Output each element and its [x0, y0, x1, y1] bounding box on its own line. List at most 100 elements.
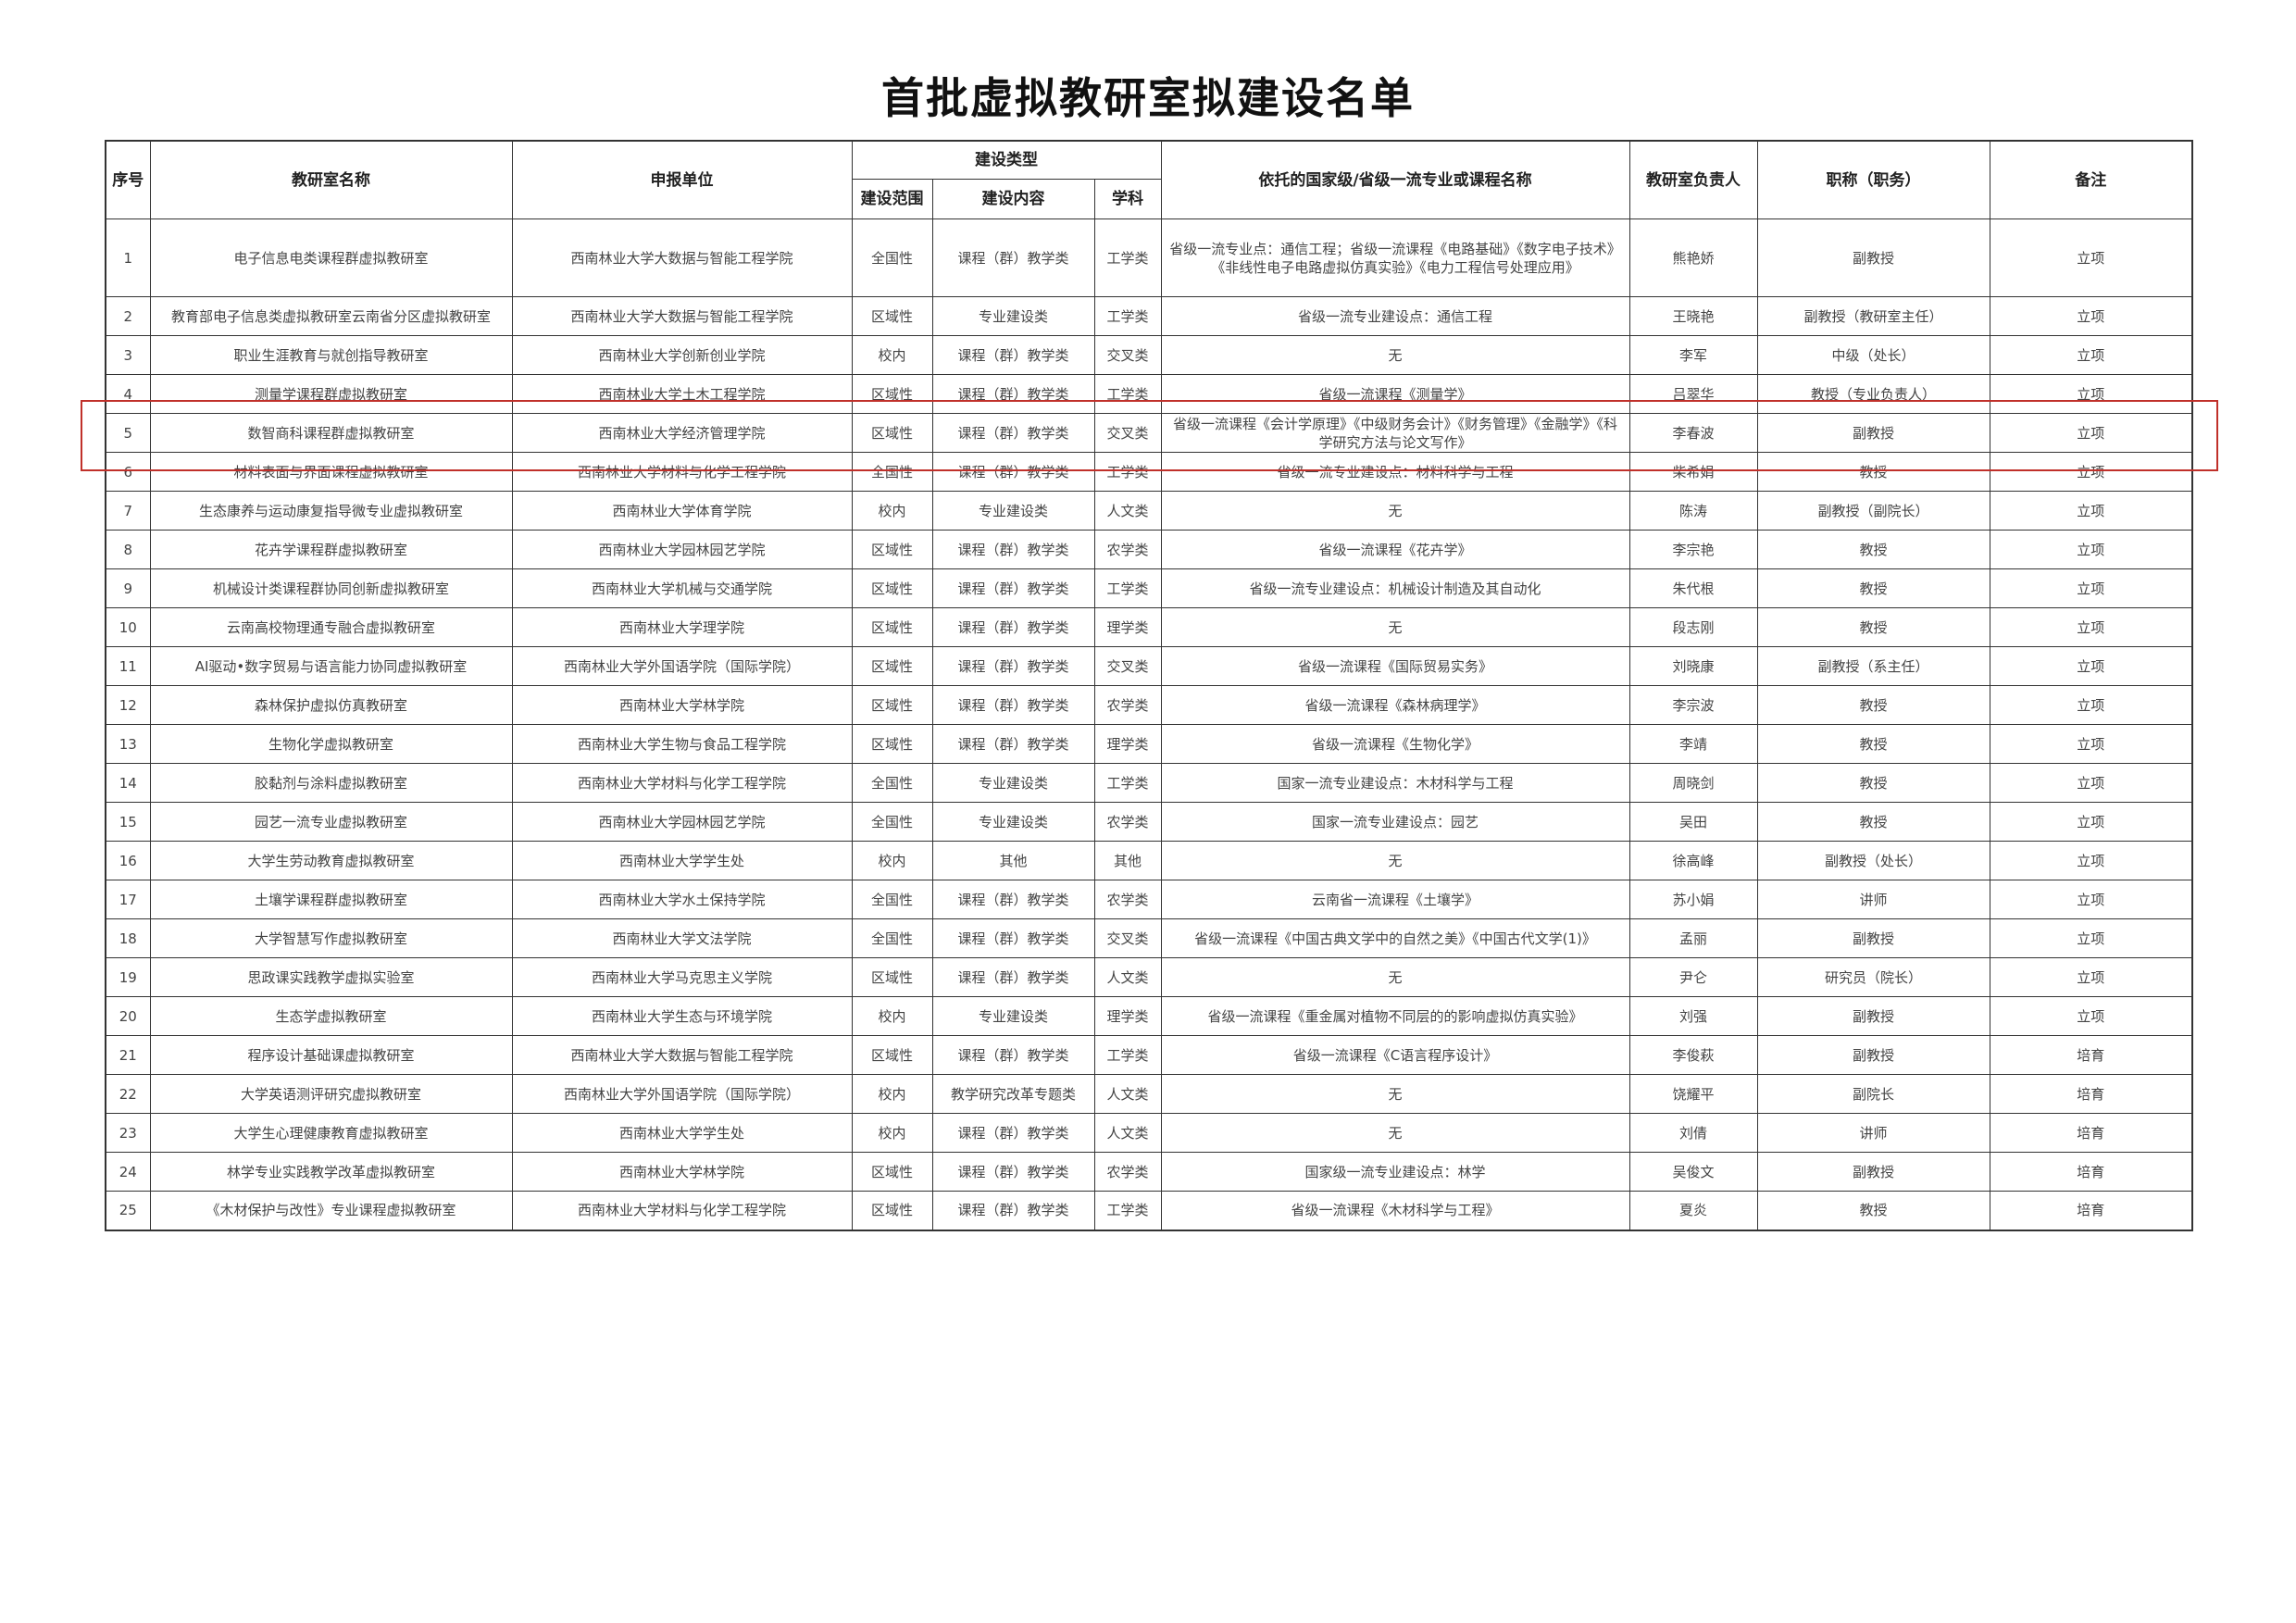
- cell-note: 培育: [1989, 1191, 2193, 1230]
- cell-content: 课程（群）教学类: [931, 568, 1095, 608]
- cell-basis: 无: [1160, 607, 1630, 647]
- cell-title: 教授: [1756, 763, 1990, 803]
- cell-content: 课程（群）教学类: [931, 413, 1095, 453]
- cell-scope: 区域性: [851, 1191, 933, 1230]
- cell-basis: 省级一流课程《中国古典文学中的自然之美》《中国古代文学(1)》: [1160, 918, 1630, 958]
- cell-leader: 段志刚: [1628, 607, 1758, 647]
- header-note: 备注: [1989, 140, 2193, 219]
- cell-subject: 农学类: [1093, 880, 1162, 919]
- cell-title: 副教授: [1756, 996, 1990, 1036]
- cell-scope: 区域性: [851, 1035, 933, 1075]
- cell-subject: 理学类: [1093, 724, 1162, 764]
- cell-leader: 刘倩: [1628, 1113, 1758, 1153]
- cell-seq: 25: [105, 1191, 151, 1230]
- cell-content: 专业建设类: [931, 491, 1095, 531]
- cell-basis: 省级一流课程《森林病理学》: [1160, 685, 1630, 725]
- cell-scope: 全国性: [851, 802, 933, 842]
- cell-title: 教授: [1756, 802, 1990, 842]
- cell-scope: 校内: [851, 996, 933, 1036]
- cell-leader: 李俊萩: [1628, 1035, 1758, 1075]
- cell-subject: 工学类: [1093, 1035, 1162, 1075]
- cell-subject: 交叉类: [1093, 335, 1162, 375]
- cell-seq: 22: [105, 1074, 151, 1114]
- cell-content: 教学研究改革专题类: [931, 1074, 1095, 1114]
- cell-leader: 尹仑: [1628, 957, 1758, 997]
- cell-content: 课程（群）教学类: [931, 1113, 1095, 1153]
- cell-basis: 国家级一流专业建设点：林学: [1160, 1152, 1630, 1192]
- table-row: 2 教育部电子信息类虚拟教研室云南省分区虚拟教研室 西南林业大学大数据与智能工程学院…: [105, 296, 2193, 336]
- cell-subject: 工学类: [1093, 374, 1162, 414]
- cell-leader: 吴田: [1628, 802, 1758, 842]
- cell-content: 专业建设类: [931, 996, 1095, 1036]
- table-row: 5 数智商科课程群虚拟教研室 西南林业大学经济管理学院 区域性 课程（群）教学类 交叉类省…: [105, 413, 2193, 453]
- cell-content: 课程（群）教学类: [931, 880, 1095, 919]
- cell-title: 副教授（教研室主任）: [1756, 296, 1990, 336]
- list-table: 序号 教研室名称 申报单位 建设类型 依托的国家级/省级一流专业或课程名称 教研…: [105, 140, 2193, 1231]
- cell-title: 副教授: [1756, 218, 1990, 297]
- cell-subject: 人文类: [1093, 1113, 1162, 1153]
- cell-note: 立项: [1989, 996, 2193, 1036]
- cell-name: 生态康养与运动康复指导微专业虚拟教研室: [149, 491, 513, 531]
- table-row: 15 园艺一流专业虚拟教研室 西南林业大学园林园艺学院 全国性 专业建设类 农学类 国家一流…: [105, 802, 2193, 842]
- cell-seq: 17: [105, 880, 151, 919]
- cell-scope: 校内: [851, 335, 933, 375]
- cell-title: 副教授: [1756, 918, 1990, 958]
- cell-name: 大学生心理健康教育虚拟教研室: [149, 1113, 513, 1153]
- cell-title: 教授: [1756, 607, 1990, 647]
- header-basis: 依托的国家级/省级一流专业或课程名称: [1160, 140, 1630, 219]
- cell-content: 课程（群）教学类: [931, 957, 1095, 997]
- cell-seq: 12: [105, 685, 151, 725]
- table-row: 16 大学生劳动教育虚拟教研室 西南林业大学学生处 校内 其他 其他无徐高峰 副教授（处长）…: [105, 841, 2193, 880]
- cell-scope: 全国性: [851, 452, 933, 492]
- cell-title: 教授: [1756, 724, 1990, 764]
- cell-name: AI驱动•数字贸易与语言能力协同虚拟教研室: [149, 646, 513, 686]
- cell-content: 课程（群）教学类: [931, 724, 1095, 764]
- cell-unit: 西南林业大学创新创业学院: [511, 335, 853, 375]
- cell-leader: 孟丽: [1628, 918, 1758, 958]
- cell-content: 课程（群）教学类: [931, 1191, 1095, 1230]
- cell-note: 培育: [1989, 1035, 2193, 1075]
- cell-unit: 西南林业大学材料与化学工程学院: [511, 1191, 853, 1230]
- cell-leader: 朱代根: [1628, 568, 1758, 608]
- cell-scope: 区域性: [851, 296, 933, 336]
- cell-leader: 苏小娟: [1628, 880, 1758, 919]
- cell-seq: 8: [105, 530, 151, 569]
- cell-scope: 区域性: [851, 957, 933, 997]
- cell-subject: 工学类: [1093, 763, 1162, 803]
- cell-basis: 省级一流专业建设点：材料科学与工程: [1160, 452, 1630, 492]
- cell-leader: 李军: [1628, 335, 1758, 375]
- cell-basis: 无: [1160, 957, 1630, 997]
- cell-scope: 校内: [851, 1074, 933, 1114]
- cell-content: 课程（群）教学类: [931, 1152, 1095, 1192]
- cell-note: 培育: [1989, 1074, 2193, 1114]
- cell-scope: 校内: [851, 1113, 933, 1153]
- cell-name: 思政课实践教学虚拟实验室: [149, 957, 513, 997]
- cell-leader: 周晓剑: [1628, 763, 1758, 803]
- cell-basis: 省级一流专业点：通信工程；省级一流课程《电路基础》《数字电子技术》《非线性电子电…: [1160, 218, 1630, 297]
- cell-content: 课程（群）教学类: [931, 918, 1095, 958]
- table-row: 10 云南高校物理通专融合虚拟教研室 西南林业大学理学院 区域性 课程（群）教学类 理学类…: [105, 607, 2193, 647]
- cell-seq: 11: [105, 646, 151, 686]
- cell-basis: 无: [1160, 491, 1630, 531]
- cell-subject: 交叉类: [1093, 918, 1162, 958]
- cell-unit: 西南林业大学体育学院: [511, 491, 853, 531]
- cell-title: 教授: [1756, 452, 1990, 492]
- cell-scope: 区域性: [851, 568, 933, 608]
- cell-basis: 省级一流课程《C语言程序设计》: [1160, 1035, 1630, 1075]
- cell-scope: 区域性: [851, 646, 933, 686]
- cell-title: 教授（专业负责人）: [1756, 374, 1990, 414]
- cell-title: 教授: [1756, 568, 1990, 608]
- cell-basis: 省级一流课程《花卉学》: [1160, 530, 1630, 569]
- cell-name: 云南高校物理通专融合虚拟教研室: [149, 607, 513, 647]
- cell-subject: 农学类: [1093, 1152, 1162, 1192]
- cell-unit: 西南林业大学马克思主义学院: [511, 957, 853, 997]
- cell-unit: 西南林业大学大数据与智能工程学院: [511, 1035, 853, 1075]
- table-row: 19 思政课实践教学虚拟实验室 西南林业大学马克思主义学院 区域性 课程（群）教学类 人文…: [105, 957, 2193, 997]
- cell-note: 立项: [1989, 296, 2193, 336]
- header-scope: 建设范围: [851, 179, 933, 219]
- cell-seq: 9: [105, 568, 151, 608]
- cell-subject: 理学类: [1093, 996, 1162, 1036]
- cell-unit: 西南林业大学经济管理学院: [511, 413, 853, 453]
- cell-title: 副教授（副院长）: [1756, 491, 1990, 531]
- cell-name: 机械设计类课程群协同创新虚拟教研室: [149, 568, 513, 608]
